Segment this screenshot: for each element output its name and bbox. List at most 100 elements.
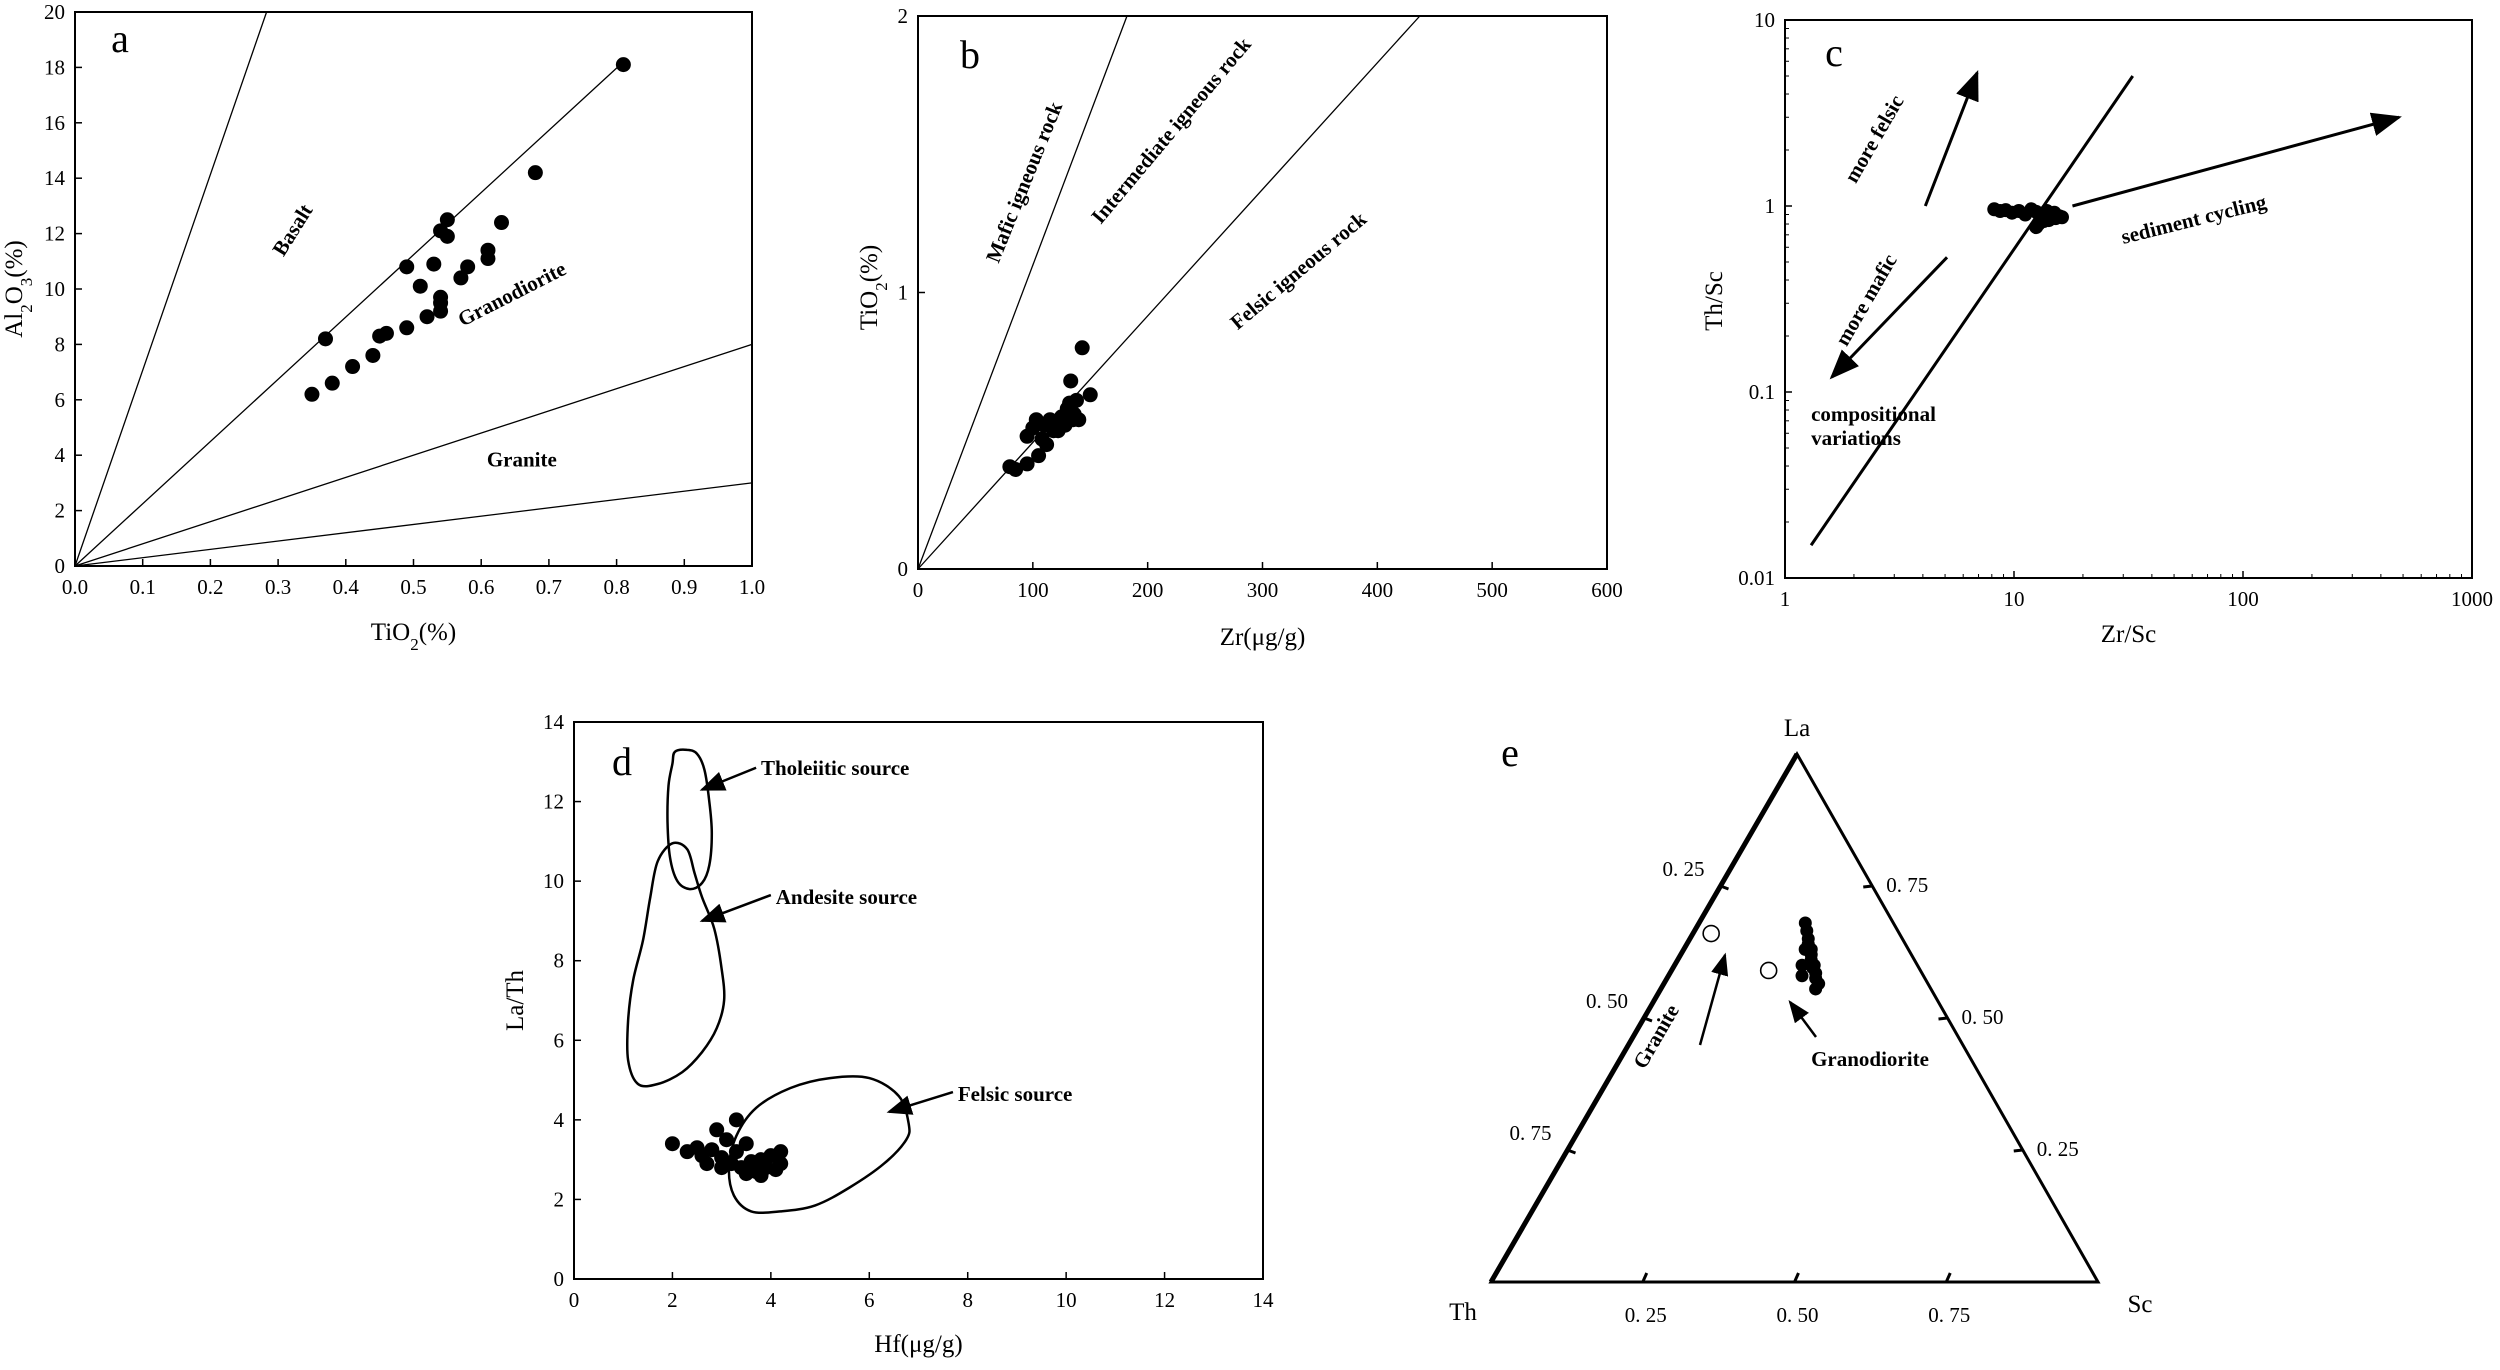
ternary-tick-mark (1643, 1016, 1653, 1023)
data-point (426, 256, 442, 272)
x-tick-label: 0.7 (536, 575, 562, 599)
data-point (1008, 461, 1024, 477)
ternary-tick-mark (1566, 1148, 1577, 1155)
data-point (399, 320, 415, 336)
data-point (527, 165, 543, 181)
x-tick-label: 0 (913, 578, 924, 602)
data-point (719, 1132, 735, 1148)
x-tick-label: 1 (1780, 587, 1791, 611)
annotation-label: variations (1811, 426, 1901, 450)
data-point (439, 228, 455, 244)
y-tick-label: 0 (554, 1267, 565, 1291)
data-point (412, 278, 428, 294)
y-tick-label: 2 (554, 1187, 565, 1211)
y-tick-label: 0 (55, 554, 66, 578)
data-point (699, 1156, 715, 1172)
x-tick-label: 100 (1017, 578, 1049, 602)
y-tick-label: 12 (44, 222, 65, 246)
ternary-bottom-tick-label: 0. 25 (1625, 1303, 1667, 1327)
vertex-label-left: Th (1449, 1299, 1477, 1326)
data-point (399, 259, 415, 275)
y-tick-label: 2 (898, 4, 909, 28)
ternary-left-tick-label: 0. 50 (1586, 989, 1628, 1013)
y-tick-label: 8 (55, 332, 66, 356)
x-tick-label: 10 (1056, 1288, 1077, 1312)
source-field-outline (625, 841, 726, 1088)
y-tick-label: 10 (44, 277, 65, 301)
field-boundary-line (74, 482, 753, 567)
y-tick-label: 14 (543, 710, 565, 734)
data-point (419, 309, 435, 325)
data-point (773, 1144, 789, 1160)
panel-letter: c (1825, 30, 1843, 75)
y-tick-label: 0.1 (1749, 380, 1775, 404)
x-tick-label: 300 (1247, 578, 1279, 602)
trend-arrow (1829, 256, 1949, 380)
field-boundary-line (917, 15, 1128, 570)
data-point (433, 289, 449, 305)
field-boundary-line (74, 343, 753, 567)
y-tick-label: 1 (898, 281, 909, 305)
data-point (1082, 387, 1098, 403)
x-tick-label: 0 (569, 1288, 580, 1312)
ternary-tick-mark (1719, 884, 1730, 891)
data-point (1809, 982, 1823, 996)
x-tick-label: 2 (667, 1288, 678, 1312)
data-point (728, 1112, 744, 1128)
x-tick-label: 400 (1362, 578, 1394, 602)
ternary-left-tick-label: 0. 25 (1663, 857, 1705, 881)
granodiorite-arrow (1788, 999, 1818, 1038)
data-point (714, 1150, 730, 1166)
ternary-bottom-tick-label: 0. 50 (1777, 1303, 1819, 1327)
data-point (365, 347, 381, 363)
panel-e: 0. 25 0. 75 0. 25 0. 50 0. 50 0. 50 0. 75 0. 25… (1449, 715, 2152, 1327)
y-axis-label: La/Th (502, 969, 529, 1031)
field-label: Granodiorite (1811, 1047, 1929, 1071)
panel-letter: a (111, 16, 129, 61)
source-field-label: Felsic source (958, 1082, 1072, 1106)
x-tick-label: 4 (766, 1288, 777, 1312)
panel-b: 0 100 200 300 400 500 600 0 1 2 Mafic igneous rock… (856, 4, 1623, 651)
y-tick-label: 16 (44, 111, 65, 135)
data-point (460, 259, 476, 275)
x-tick-label: 14 (1253, 1288, 1275, 1312)
field-boundary-line (917, 15, 1421, 570)
ternary-right-tick-label: 0. 50 (1962, 1005, 2004, 1029)
x-tick-label: 0.0 (62, 575, 88, 599)
ternary-bottom-tick-label: 0. 75 (1928, 1303, 1970, 1327)
x-tick-label: 1.0 (739, 575, 765, 599)
y-axis-label: TiO2(%) (856, 245, 891, 330)
annotation-label: compositional (1811, 402, 1936, 426)
x-tick-label: 0.6 (468, 575, 494, 599)
data-point (1039, 437, 1055, 453)
y-tick-label: 4 (55, 443, 66, 467)
panel-letter: e (1501, 730, 1519, 775)
data-point (1068, 392, 1084, 408)
data-point (378, 325, 394, 341)
field-label: Mafic igneous rock (981, 98, 1067, 266)
y-tick-label: 2 (55, 499, 66, 523)
data-point (480, 242, 496, 258)
x-axis-label: Zr/Sc (2101, 621, 2157, 648)
y-tick-label: 10 (1754, 8, 1775, 32)
x-tick-label: 0.3 (265, 575, 291, 599)
ternary-tick-mark (1793, 1272, 1800, 1283)
y-axis-label: Al2O3(%) (1, 240, 36, 338)
x-tick-label: 0.8 (603, 575, 629, 599)
data-point (324, 375, 340, 391)
x-tick-label: 600 (1591, 578, 1623, 602)
trend-arrow (2072, 112, 2402, 208)
vertex-label-top: La (1784, 715, 1810, 742)
panel-letter: d (612, 739, 632, 784)
data-point (1798, 942, 1812, 956)
data-point (2029, 220, 2044, 235)
field-label: Granite (487, 447, 557, 471)
x-tick-label: 0.4 (333, 575, 360, 599)
ternary-tick-mark (1641, 1272, 1649, 1283)
ternary-right-tick-label: 0. 25 (2037, 1137, 2079, 1161)
trend-arrow (1923, 70, 1979, 207)
y-tick-label: 10 (543, 869, 564, 893)
y-tick-label: 6 (55, 388, 66, 412)
data-point (317, 331, 333, 347)
